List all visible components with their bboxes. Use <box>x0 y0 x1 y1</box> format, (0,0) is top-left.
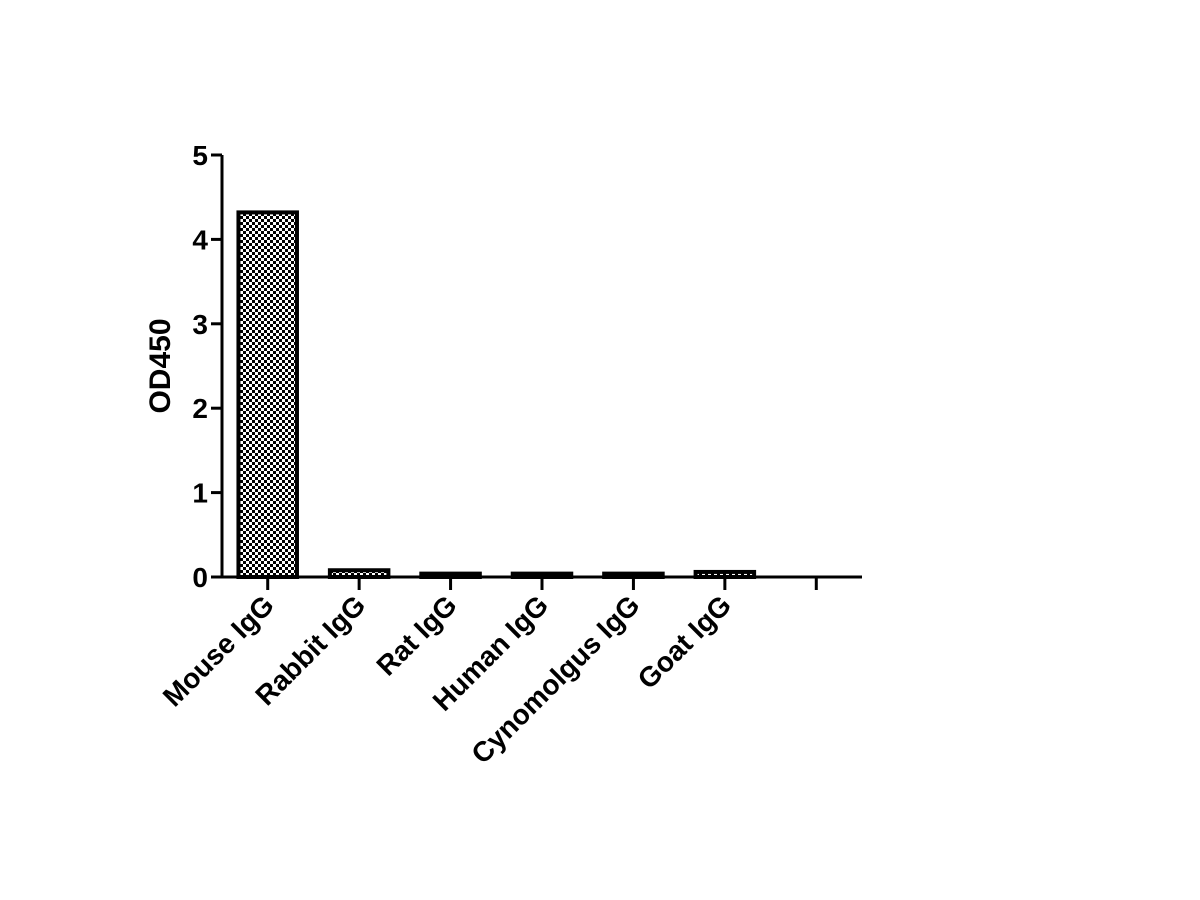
y-tick-label: 4 <box>192 224 208 255</box>
y-tick-label: 0 <box>192 562 208 593</box>
x-tick-label: Cynomolgus IgG <box>465 589 645 769</box>
x-tick-label: Rat IgG <box>370 589 462 681</box>
y-tick-label: 5 <box>192 140 208 171</box>
bar <box>236 210 299 579</box>
y-tick-label: 1 <box>192 478 208 509</box>
y-axis-title: OD450 <box>144 318 177 413</box>
x-tick-label: Goat IgG <box>632 589 738 695</box>
y-tick-label: 2 <box>192 393 208 424</box>
y-tick-label: 3 <box>192 309 208 340</box>
